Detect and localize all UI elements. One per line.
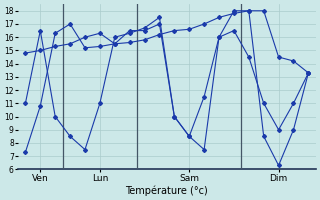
X-axis label: Température (°c): Température (°c) <box>125 185 208 196</box>
